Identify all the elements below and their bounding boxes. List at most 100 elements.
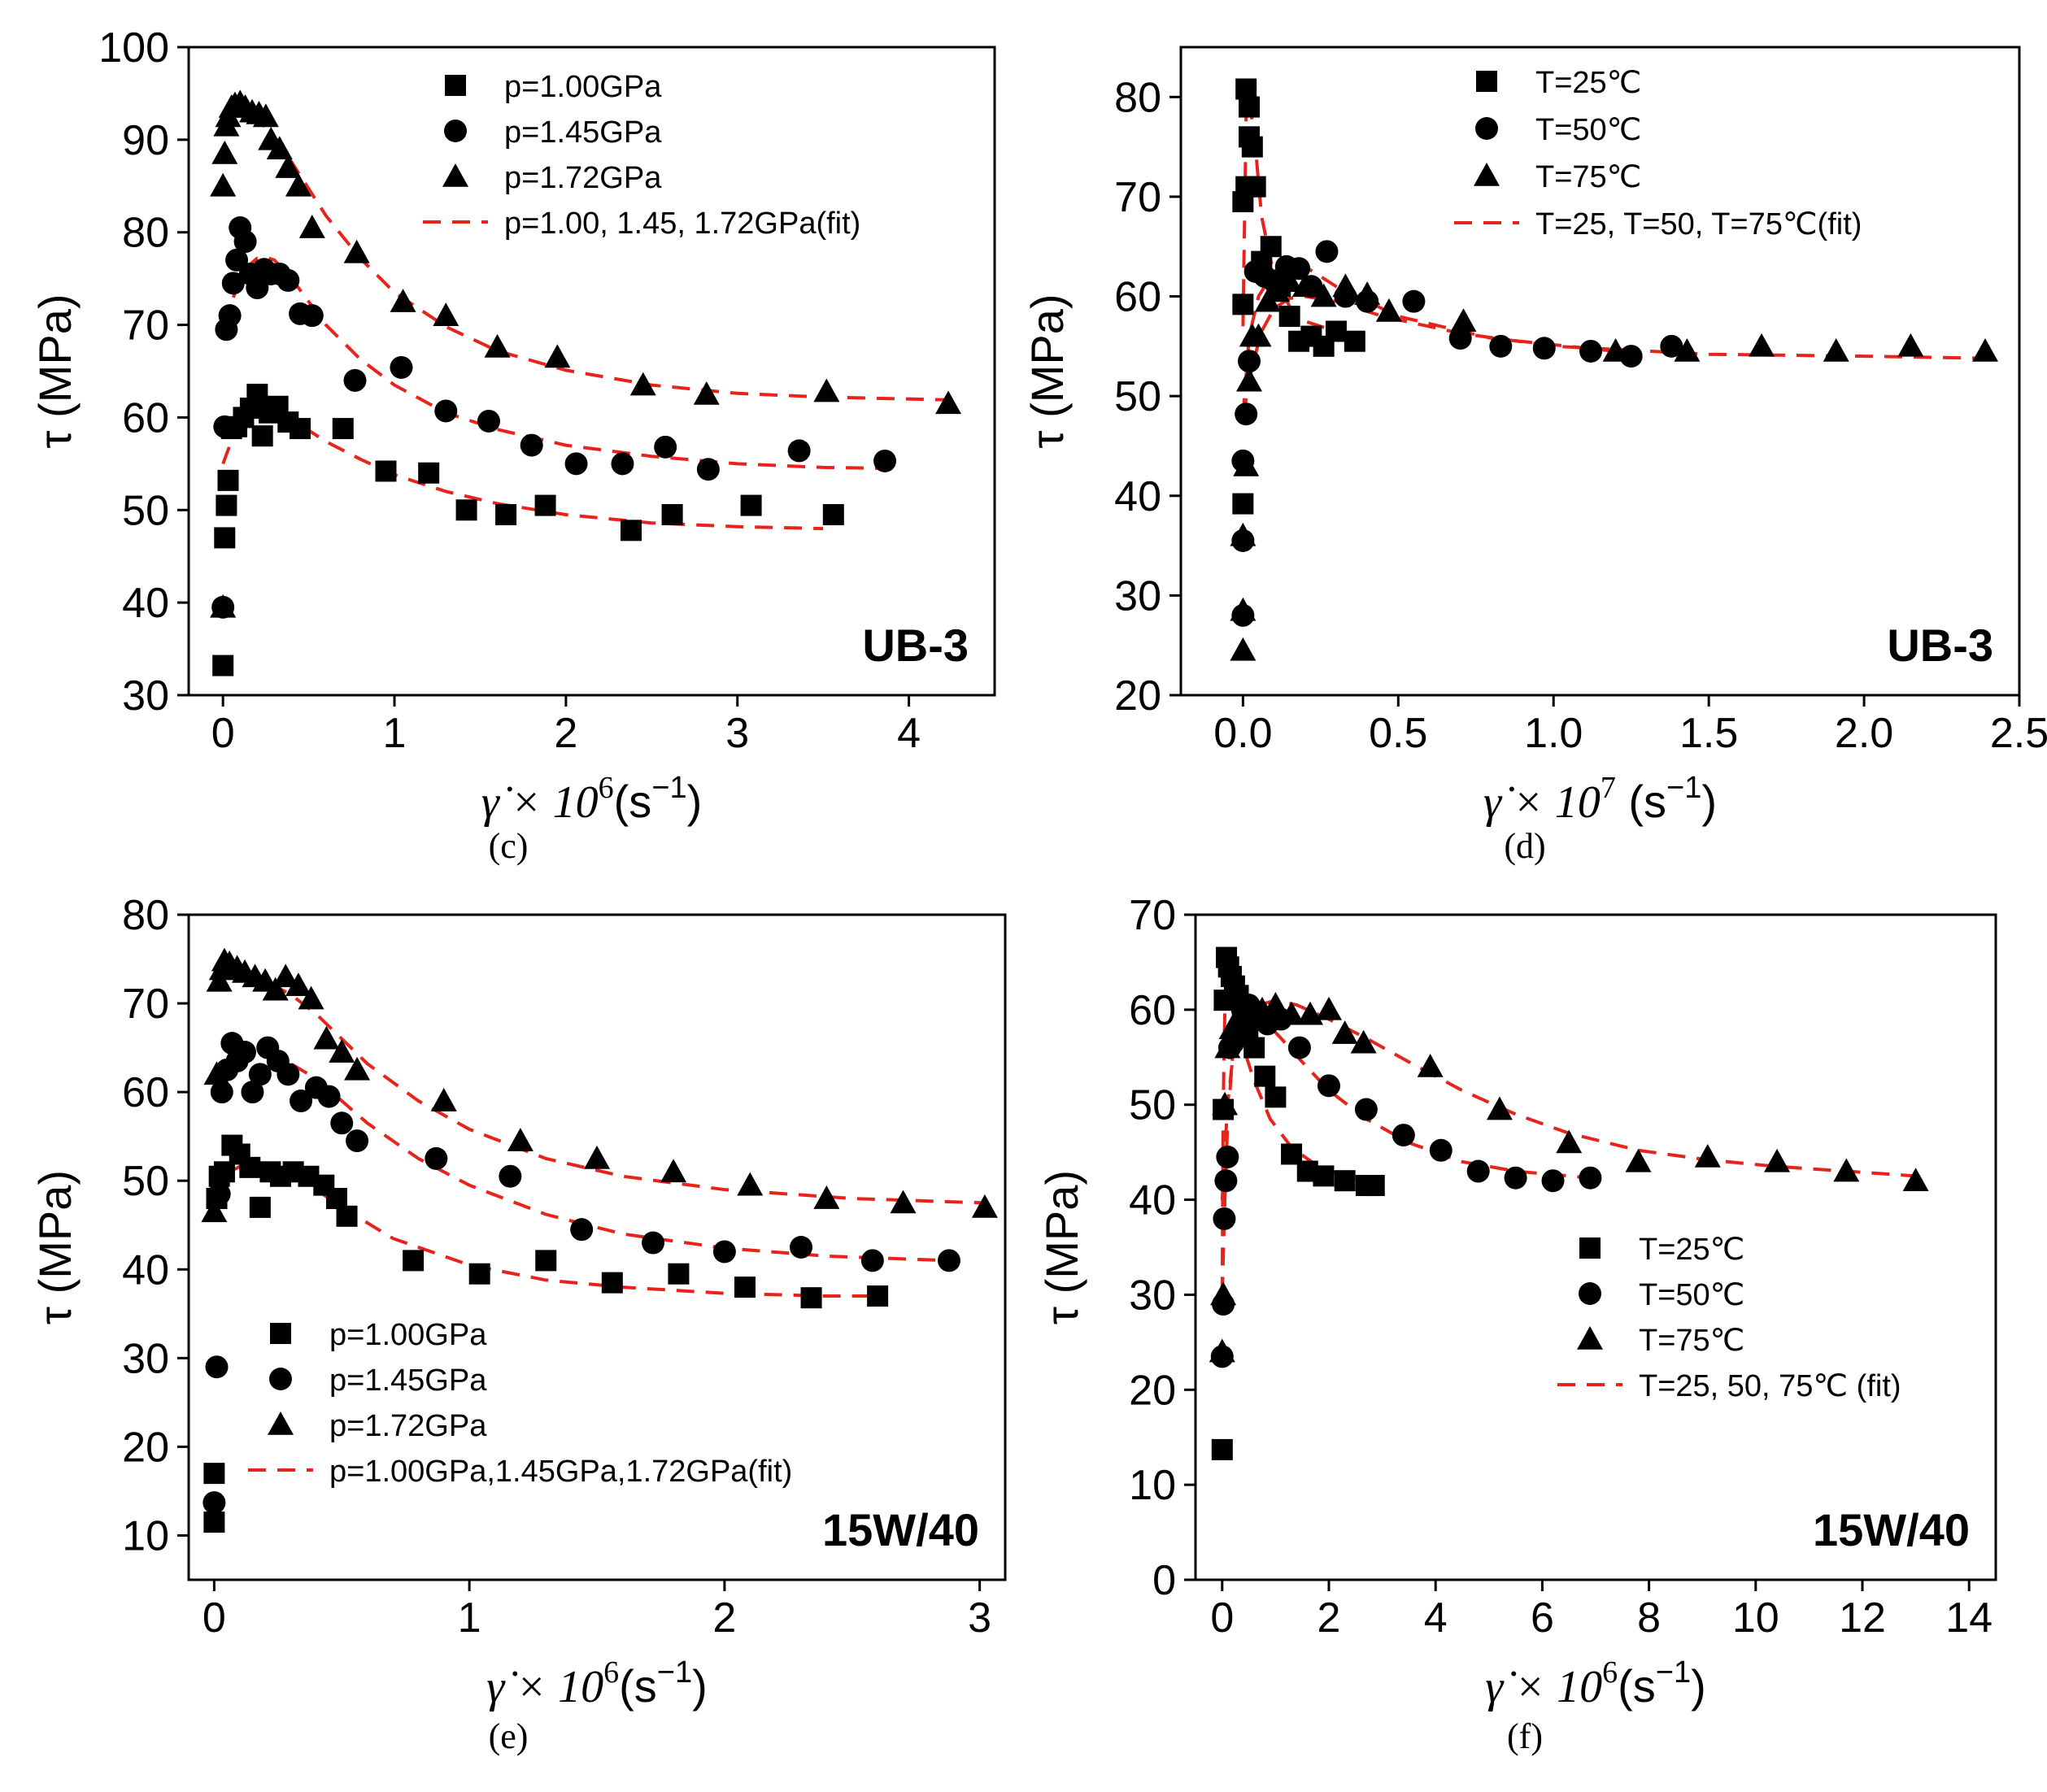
x-tick-label: 1.5 xyxy=(1679,710,1738,757)
data-point-triangle xyxy=(660,1159,687,1183)
data-point-square xyxy=(534,494,556,516)
data-point-circle xyxy=(210,1081,233,1104)
data-point-square xyxy=(203,1463,225,1485)
legend-label: p=1.00GPa xyxy=(504,70,662,104)
data-point-triangle xyxy=(201,1198,228,1223)
data-point-circle xyxy=(654,435,677,459)
panel-d: 0.0 0.5 1.0 1.5 2.0 2.5 20 30 40 50 60 70 80 τ (MPa) γ… xyxy=(1021,46,2047,866)
legend-swatch-circle xyxy=(269,1368,292,1390)
data-point-triangle xyxy=(203,1061,230,1085)
x-label-exp: 6 xyxy=(1602,1655,1618,1690)
data-point-circle xyxy=(642,1231,665,1255)
data-point-circle xyxy=(1392,1124,1415,1147)
data-point-square xyxy=(1334,1170,1356,1192)
data-point-square xyxy=(734,1277,756,1298)
data-point-circle xyxy=(1429,1138,1452,1162)
x-axis-label: γ̇ × 107 (s−1) xyxy=(1483,771,1717,828)
plot-frame xyxy=(187,46,996,697)
data-point-circle xyxy=(1287,1036,1311,1059)
x-label-unit: (s xyxy=(1618,1660,1656,1712)
x-tick-label: 2 xyxy=(712,1594,736,1642)
data-point-square xyxy=(332,418,354,440)
y-tick-label: 60 xyxy=(1114,274,1161,321)
y-tick-label: 80 xyxy=(1114,74,1161,121)
data-point-square xyxy=(1254,1065,1276,1087)
y-tick-label: 30 xyxy=(122,672,169,720)
data-point-triangle xyxy=(433,302,459,326)
data-point-square xyxy=(1211,1438,1233,1460)
data-point-square xyxy=(1344,330,1365,352)
data-point-circle xyxy=(1619,345,1643,368)
data-point-circle xyxy=(203,1491,226,1515)
data-point-square xyxy=(214,527,236,549)
data-point-circle xyxy=(207,1182,231,1206)
data-point-circle xyxy=(1287,257,1311,281)
data-point-triangle xyxy=(262,976,289,1001)
data-point-triangle xyxy=(1749,333,1775,357)
x-label-close: ) xyxy=(1691,1660,1706,1712)
data-point-triangle xyxy=(1823,337,1849,362)
legend-label: p=1.00, 1.45, 1.72GPa(fit) xyxy=(504,207,860,241)
data-point-triangle xyxy=(1310,283,1337,307)
x-label-exp: 6 xyxy=(599,771,614,805)
x-tick-label: 12 xyxy=(1839,1594,1886,1642)
x-tick-label: 1 xyxy=(458,1594,481,1642)
data-point-square xyxy=(1241,136,1263,158)
legend-label: p=1.72GPa xyxy=(504,161,662,195)
data-point-triangle xyxy=(272,963,299,988)
data-point-square xyxy=(251,425,273,447)
y-tick-label: 20 xyxy=(1114,672,1161,720)
data-point-circle xyxy=(330,1111,354,1135)
x-label-prefix: γ̇ × 10 xyxy=(486,1662,603,1712)
data-point-circle xyxy=(570,1218,594,1242)
data-point-triangle xyxy=(1331,1020,1358,1044)
panel-caption: (d) xyxy=(1504,826,1545,866)
data-point-triangle xyxy=(813,378,840,402)
x-tick-label: 0 xyxy=(1210,1594,1234,1642)
data-point-circle xyxy=(1448,327,1472,350)
data-point-square xyxy=(1239,96,1261,118)
data-point-triangle xyxy=(1230,597,1257,621)
data-point-triangle xyxy=(507,1128,534,1151)
data-point-square xyxy=(455,499,477,521)
data-point-square xyxy=(249,1196,271,1218)
data-point-triangle xyxy=(813,1185,840,1209)
data-point-circle xyxy=(233,230,257,254)
data-point-triangle xyxy=(693,381,720,405)
data-point-triangle xyxy=(1264,278,1291,302)
legend-swatch-circle xyxy=(444,120,467,142)
data-point-square xyxy=(1235,78,1257,100)
data-point-triangle xyxy=(1556,1129,1583,1154)
data-point-triangle xyxy=(1417,1053,1444,1077)
data-point-square xyxy=(668,1263,690,1285)
data-point-circle xyxy=(873,449,897,472)
data-point-square xyxy=(468,1263,490,1285)
data-point-square xyxy=(1232,493,1254,515)
x-label-prefix: γ̇ × 10 xyxy=(1483,777,1601,828)
y-tick-label: 10 xyxy=(122,1512,169,1559)
x-tick-label: 14 xyxy=(1945,1594,1993,1642)
data-point-square xyxy=(212,655,234,676)
data-point-square xyxy=(325,1188,347,1210)
legend-label: T=75℃ xyxy=(1639,1324,1744,1358)
legend-label: T=25, T=50, T=75℃(fit) xyxy=(1535,207,1862,241)
data-point-triangle xyxy=(1209,1338,1235,1363)
data-point-circle xyxy=(218,304,242,328)
x-label-exp: 6 xyxy=(603,1655,619,1690)
y-tick-label: 50 xyxy=(122,1158,169,1205)
sample-badge: UB-3 xyxy=(1887,620,1993,671)
data-point-circle xyxy=(1489,334,1513,358)
data-point-triangle xyxy=(1764,1148,1791,1172)
data-point-square xyxy=(213,1161,235,1183)
data-point-triangle xyxy=(1291,273,1318,298)
data-point-triangle xyxy=(1276,268,1303,292)
data-point-square xyxy=(239,1156,261,1178)
x-tick-label: 0 xyxy=(203,1594,226,1642)
y-axis-label: τ (MPa) xyxy=(1036,1170,1087,1324)
data-point-circle xyxy=(1541,1169,1565,1193)
data-point-triangle xyxy=(266,136,293,160)
plot-frame xyxy=(1194,913,1997,1581)
y-tick-label: 40 xyxy=(1129,1177,1176,1224)
data-point-circle xyxy=(233,1041,257,1064)
x-axis-label: γ̇ × 106(s−1) xyxy=(1485,1655,1706,1712)
